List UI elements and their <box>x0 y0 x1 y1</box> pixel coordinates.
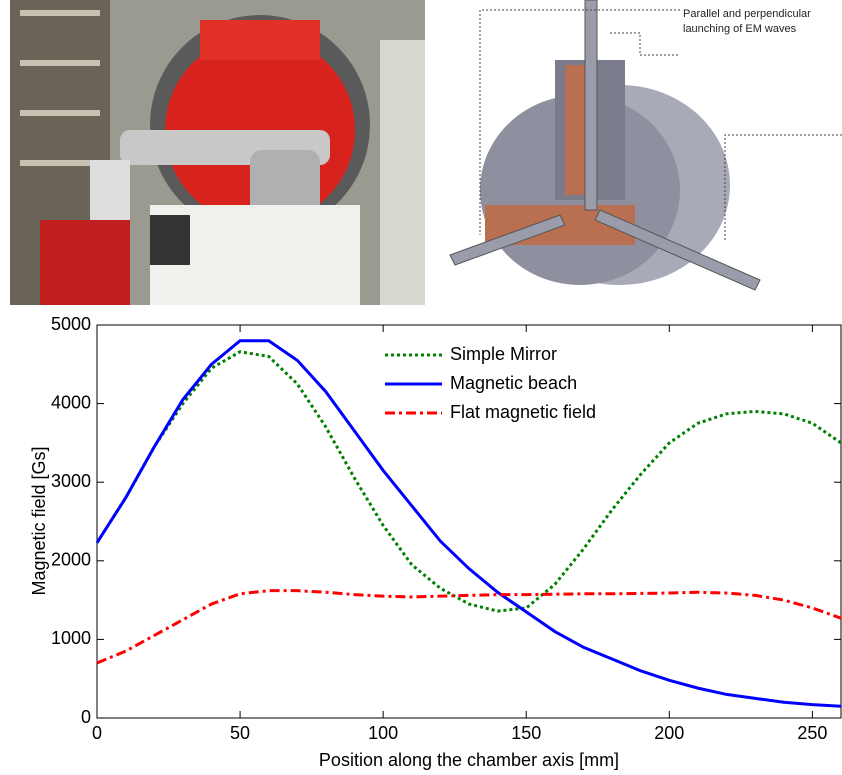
cad-diagram: Parallel and perpendicular launching of … <box>449 0 842 291</box>
x-tick-label: 100 <box>368 723 398 743</box>
y-axis-label: Magnetic field [Gs] <box>29 446 49 595</box>
annotation: launching of EM waves <box>683 23 797 35</box>
series-line <box>96 589 842 665</box>
plot-frame <box>96 324 842 719</box>
legend-label: Simple Mirror <box>450 344 557 364</box>
x-tick-label: 250 <box>797 723 827 743</box>
legend-label: Flat magnetic field <box>450 402 596 422</box>
series-line <box>95 350 842 613</box>
series-line <box>95 339 842 708</box>
x-tick-label: 50 <box>230 723 250 743</box>
annotation: Parallel and perpendicular <box>683 8 811 20</box>
y-tick-label: 0 <box>81 707 91 727</box>
x-axis-label: Position along the chamber axis [mm] <box>319 750 619 770</box>
y-tick-label: 4000 <box>51 392 91 412</box>
y-tick-label: 5000 <box>51 314 91 334</box>
y-tick-label: 1000 <box>51 628 91 648</box>
x-tick-label: 0 <box>92 723 102 743</box>
x-tick-label: 200 <box>654 723 684 743</box>
y-tick-label: 3000 <box>51 471 91 491</box>
y-tick-label: 2000 <box>51 550 91 570</box>
photo <box>10 0 425 305</box>
x-tick-label: 150 <box>511 723 541 743</box>
legend-label: Magnetic beach <box>450 373 577 393</box>
